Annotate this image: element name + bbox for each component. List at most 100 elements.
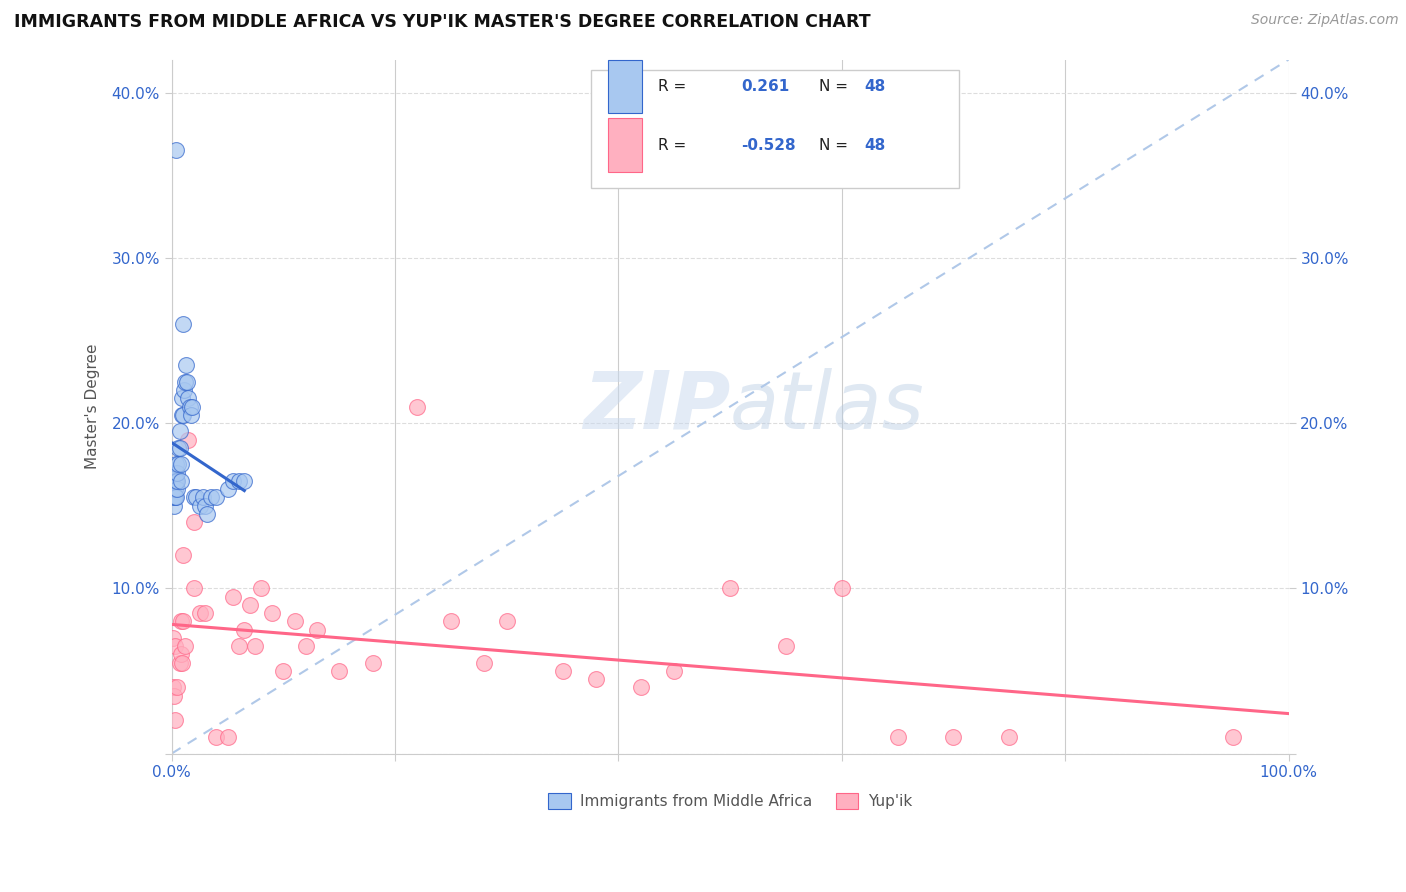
Point <box>222 474 245 488</box>
Point <box>197 507 219 521</box>
Text: 48: 48 <box>865 78 886 94</box>
Point <box>174 639 197 653</box>
Point <box>194 606 217 620</box>
Point <box>664 664 686 678</box>
Text: ZIP: ZIP <box>582 368 730 446</box>
Point <box>239 598 262 612</box>
Point <box>183 515 205 529</box>
Point <box>183 582 205 596</box>
Point <box>166 482 188 496</box>
Point <box>775 639 797 653</box>
Point <box>228 474 250 488</box>
Point <box>165 491 187 505</box>
Point <box>177 433 200 447</box>
Point <box>188 606 211 620</box>
Point <box>205 491 228 505</box>
Point <box>328 664 350 678</box>
Text: R =: R = <box>658 137 686 153</box>
Point <box>172 615 194 629</box>
Point <box>585 672 607 686</box>
Point <box>169 656 191 670</box>
Point <box>177 392 200 406</box>
Point <box>262 606 284 620</box>
Point <box>217 730 239 744</box>
Point <box>163 474 186 488</box>
Text: IMMIGRANTS FROM MIDDLE AFRICA VS YUP'IK MASTER'S DEGREE CORRELATION CHART: IMMIGRANTS FROM MIDDLE AFRICA VS YUP'IK … <box>14 13 870 31</box>
Text: atlas: atlas <box>730 368 925 446</box>
Point <box>495 615 517 629</box>
Legend: Immigrants from Middle Africa, Yup'ik: Immigrants from Middle Africa, Yup'ik <box>543 787 918 815</box>
Point <box>165 482 187 496</box>
Point <box>222 590 245 604</box>
Point <box>167 458 190 472</box>
Point <box>162 482 184 496</box>
Point <box>167 441 190 455</box>
Point <box>165 474 187 488</box>
Point <box>245 639 267 653</box>
Point <box>163 689 186 703</box>
Point <box>170 656 193 670</box>
Point <box>194 499 217 513</box>
Point <box>250 582 273 596</box>
Point <box>406 400 429 414</box>
Point <box>165 458 187 472</box>
Point <box>174 358 197 372</box>
Point <box>831 582 853 596</box>
Point <box>233 623 256 637</box>
Point <box>180 400 202 414</box>
Point <box>165 714 187 728</box>
Point <box>191 491 214 505</box>
Point <box>162 631 184 645</box>
Point <box>163 466 186 480</box>
Point <box>440 615 463 629</box>
Y-axis label: Master's Degree: Master's Degree <box>86 343 100 469</box>
Point <box>162 681 184 695</box>
FancyBboxPatch shape <box>609 119 643 172</box>
Point <box>294 639 316 653</box>
Point <box>163 491 186 505</box>
Point <box>165 639 187 653</box>
Point <box>179 400 201 414</box>
FancyBboxPatch shape <box>591 70 959 188</box>
Point <box>176 375 198 389</box>
Point <box>166 474 188 488</box>
Point <box>718 582 741 596</box>
Point <box>186 491 208 505</box>
Point <box>162 491 184 505</box>
Point <box>188 499 211 513</box>
Point <box>169 458 191 472</box>
Point <box>180 408 202 422</box>
Point <box>183 491 205 505</box>
Point <box>172 548 194 562</box>
Point <box>163 499 186 513</box>
Point <box>273 664 295 678</box>
Point <box>361 656 384 670</box>
Point <box>173 383 195 397</box>
Point <box>1222 730 1244 744</box>
Point <box>165 491 187 505</box>
Text: N =: N = <box>820 137 848 153</box>
Point <box>172 317 194 331</box>
Text: -0.528: -0.528 <box>741 137 796 153</box>
Point <box>630 681 652 695</box>
Point <box>228 639 250 653</box>
Point <box>886 730 908 744</box>
FancyBboxPatch shape <box>609 60 643 113</box>
Text: 0.261: 0.261 <box>741 78 790 94</box>
Point <box>170 392 193 406</box>
Point <box>305 623 328 637</box>
Point <box>169 474 191 488</box>
Point <box>169 441 191 455</box>
Point <box>166 681 188 695</box>
Point <box>200 491 222 505</box>
Point <box>169 648 191 662</box>
Point <box>998 730 1021 744</box>
Point <box>165 144 187 158</box>
Point <box>169 425 191 439</box>
Point <box>942 730 965 744</box>
Point <box>205 730 228 744</box>
Text: R =: R = <box>658 78 686 94</box>
Point <box>165 466 187 480</box>
Text: Source: ZipAtlas.com: Source: ZipAtlas.com <box>1251 13 1399 28</box>
Point <box>474 656 496 670</box>
